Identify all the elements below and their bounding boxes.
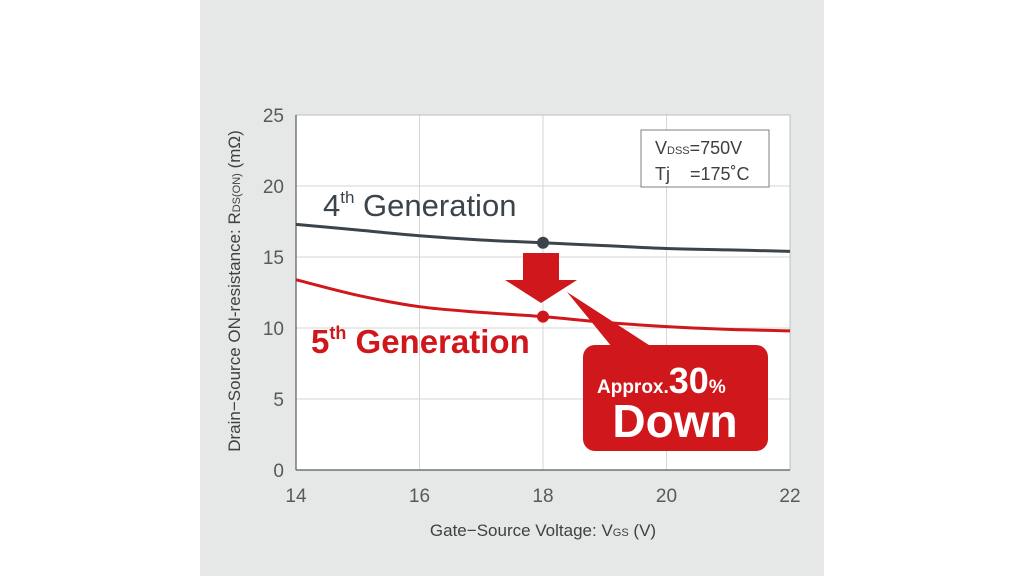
x-tick-label: 14 <box>285 486 307 507</box>
info-box-line2: Tj =175˚C <box>655 164 750 184</box>
gen4-marker <box>537 236 549 249</box>
y-tick-label: 0 <box>273 461 284 482</box>
y-tick-label: 20 <box>263 177 284 198</box>
y-tick-label: 5 <box>273 390 284 411</box>
gen4-label: 4th Generation <box>323 188 516 223</box>
x-tick-label: 18 <box>532 486 553 507</box>
y-axis-label: Drain−Source ON-resistance: RDS(ON) (mΩ) <box>225 130 244 452</box>
gen5-marker <box>537 310 549 323</box>
y-tick-label: 10 <box>263 319 284 340</box>
x-axis-label: Gate−Source Voltage: VGS (V) <box>430 521 656 540</box>
x-tick-label: 16 <box>409 486 430 507</box>
callout-approx-line: Approx.30% <box>597 360 726 401</box>
info-box-line1: VDSS=750V <box>655 138 742 158</box>
y-tick-label: 15 <box>263 248 284 269</box>
ticks: 14 16 18 20 22 0 5 10 15 20 25 <box>263 106 801 507</box>
callout-box <box>583 345 768 451</box>
gen5-label: 5th Generation <box>311 323 530 360</box>
callout-pointer <box>567 292 652 347</box>
series-layer <box>295 222 791 333</box>
down-arrow-icon <box>505 253 577 303</box>
info-box <box>640 129 770 188</box>
callout-down: Down <box>612 395 737 447</box>
y-tick-label: 25 <box>263 106 284 127</box>
x-tick-label: 20 <box>656 486 677 507</box>
x-tick-label: 22 <box>779 486 800 507</box>
